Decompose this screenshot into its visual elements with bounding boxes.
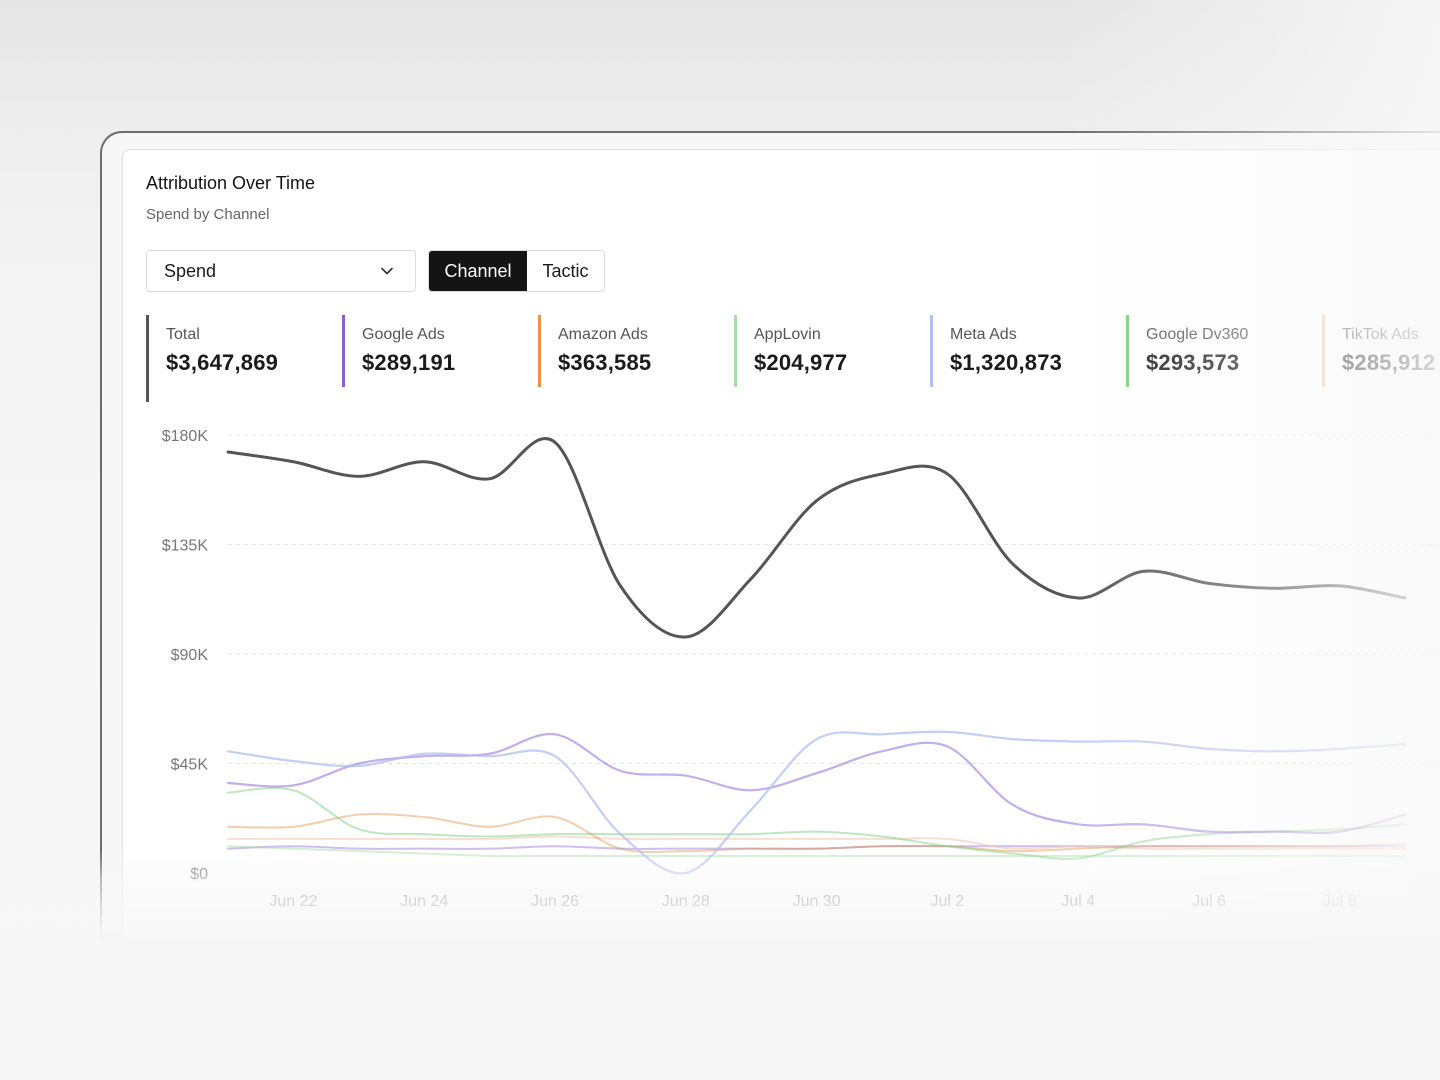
x-tick-label: Jul 8 bbox=[1323, 893, 1357, 910]
y-tick-label: $180K bbox=[162, 428, 209, 445]
series-line-google-ads[interactable] bbox=[226, 733, 1407, 834]
x-tick-label: Jun 26 bbox=[531, 893, 579, 910]
x-tick-label: Jun 30 bbox=[793, 893, 841, 910]
series-line-total[interactable] bbox=[226, 437, 1407, 639]
x-tick-label: Jul 4 bbox=[1061, 893, 1095, 910]
y-tick-label: $90K bbox=[171, 647, 209, 664]
x-tick-label: Jul 2 bbox=[931, 893, 965, 910]
y-tick-label: $45K bbox=[171, 757, 209, 774]
x-tick-label: Jun 28 bbox=[662, 893, 710, 910]
y-tick-label: $135K bbox=[162, 538, 209, 555]
y-tick-label: $0 bbox=[190, 866, 208, 883]
x-tick-label: Jun 22 bbox=[269, 893, 317, 910]
x-tick-label: Jul 6 bbox=[1192, 893, 1226, 910]
x-tick-label: Jun 24 bbox=[400, 893, 448, 910]
